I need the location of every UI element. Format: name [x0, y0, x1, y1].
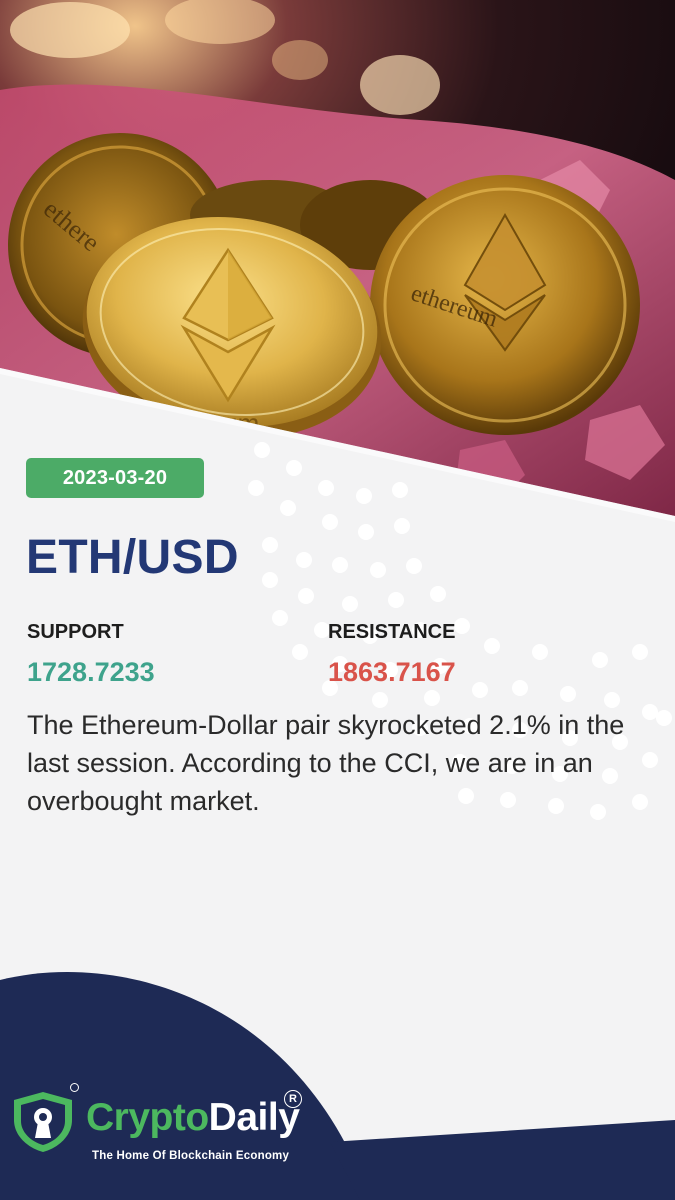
support-label: SUPPORT	[27, 621, 124, 643]
footer-band	[0, 971, 675, 1200]
market-description: The Ethereum-Dollar pair skyrocketed 2.1…	[27, 710, 625, 816]
resistance-value: 1863.7167	[328, 657, 456, 687]
brand-name-part1: Crypto	[86, 1096, 209, 1139]
registered-mark-small-icon	[70, 1083, 79, 1092]
date-badge: 2023-03-20	[26, 458, 204, 498]
support-value: 1728.7233	[27, 657, 155, 687]
resistance-label: RESISTANCE	[328, 621, 456, 643]
pair-title: ETH/USD	[26, 531, 239, 584]
shield-keyhole-icon	[14, 1092, 72, 1152]
hero-image: ethere ethereum reum	[0, 0, 675, 520]
brand-tagline: The Home Of Blockchain Economy	[92, 1150, 290, 1162]
brand-logo[interactable]: CryptoDaily R The Home Of Blockchain Eco…	[10, 1080, 310, 1170]
brand-name: CryptoDaily	[86, 1096, 300, 1140]
registered-mark: R	[284, 1090, 302, 1108]
